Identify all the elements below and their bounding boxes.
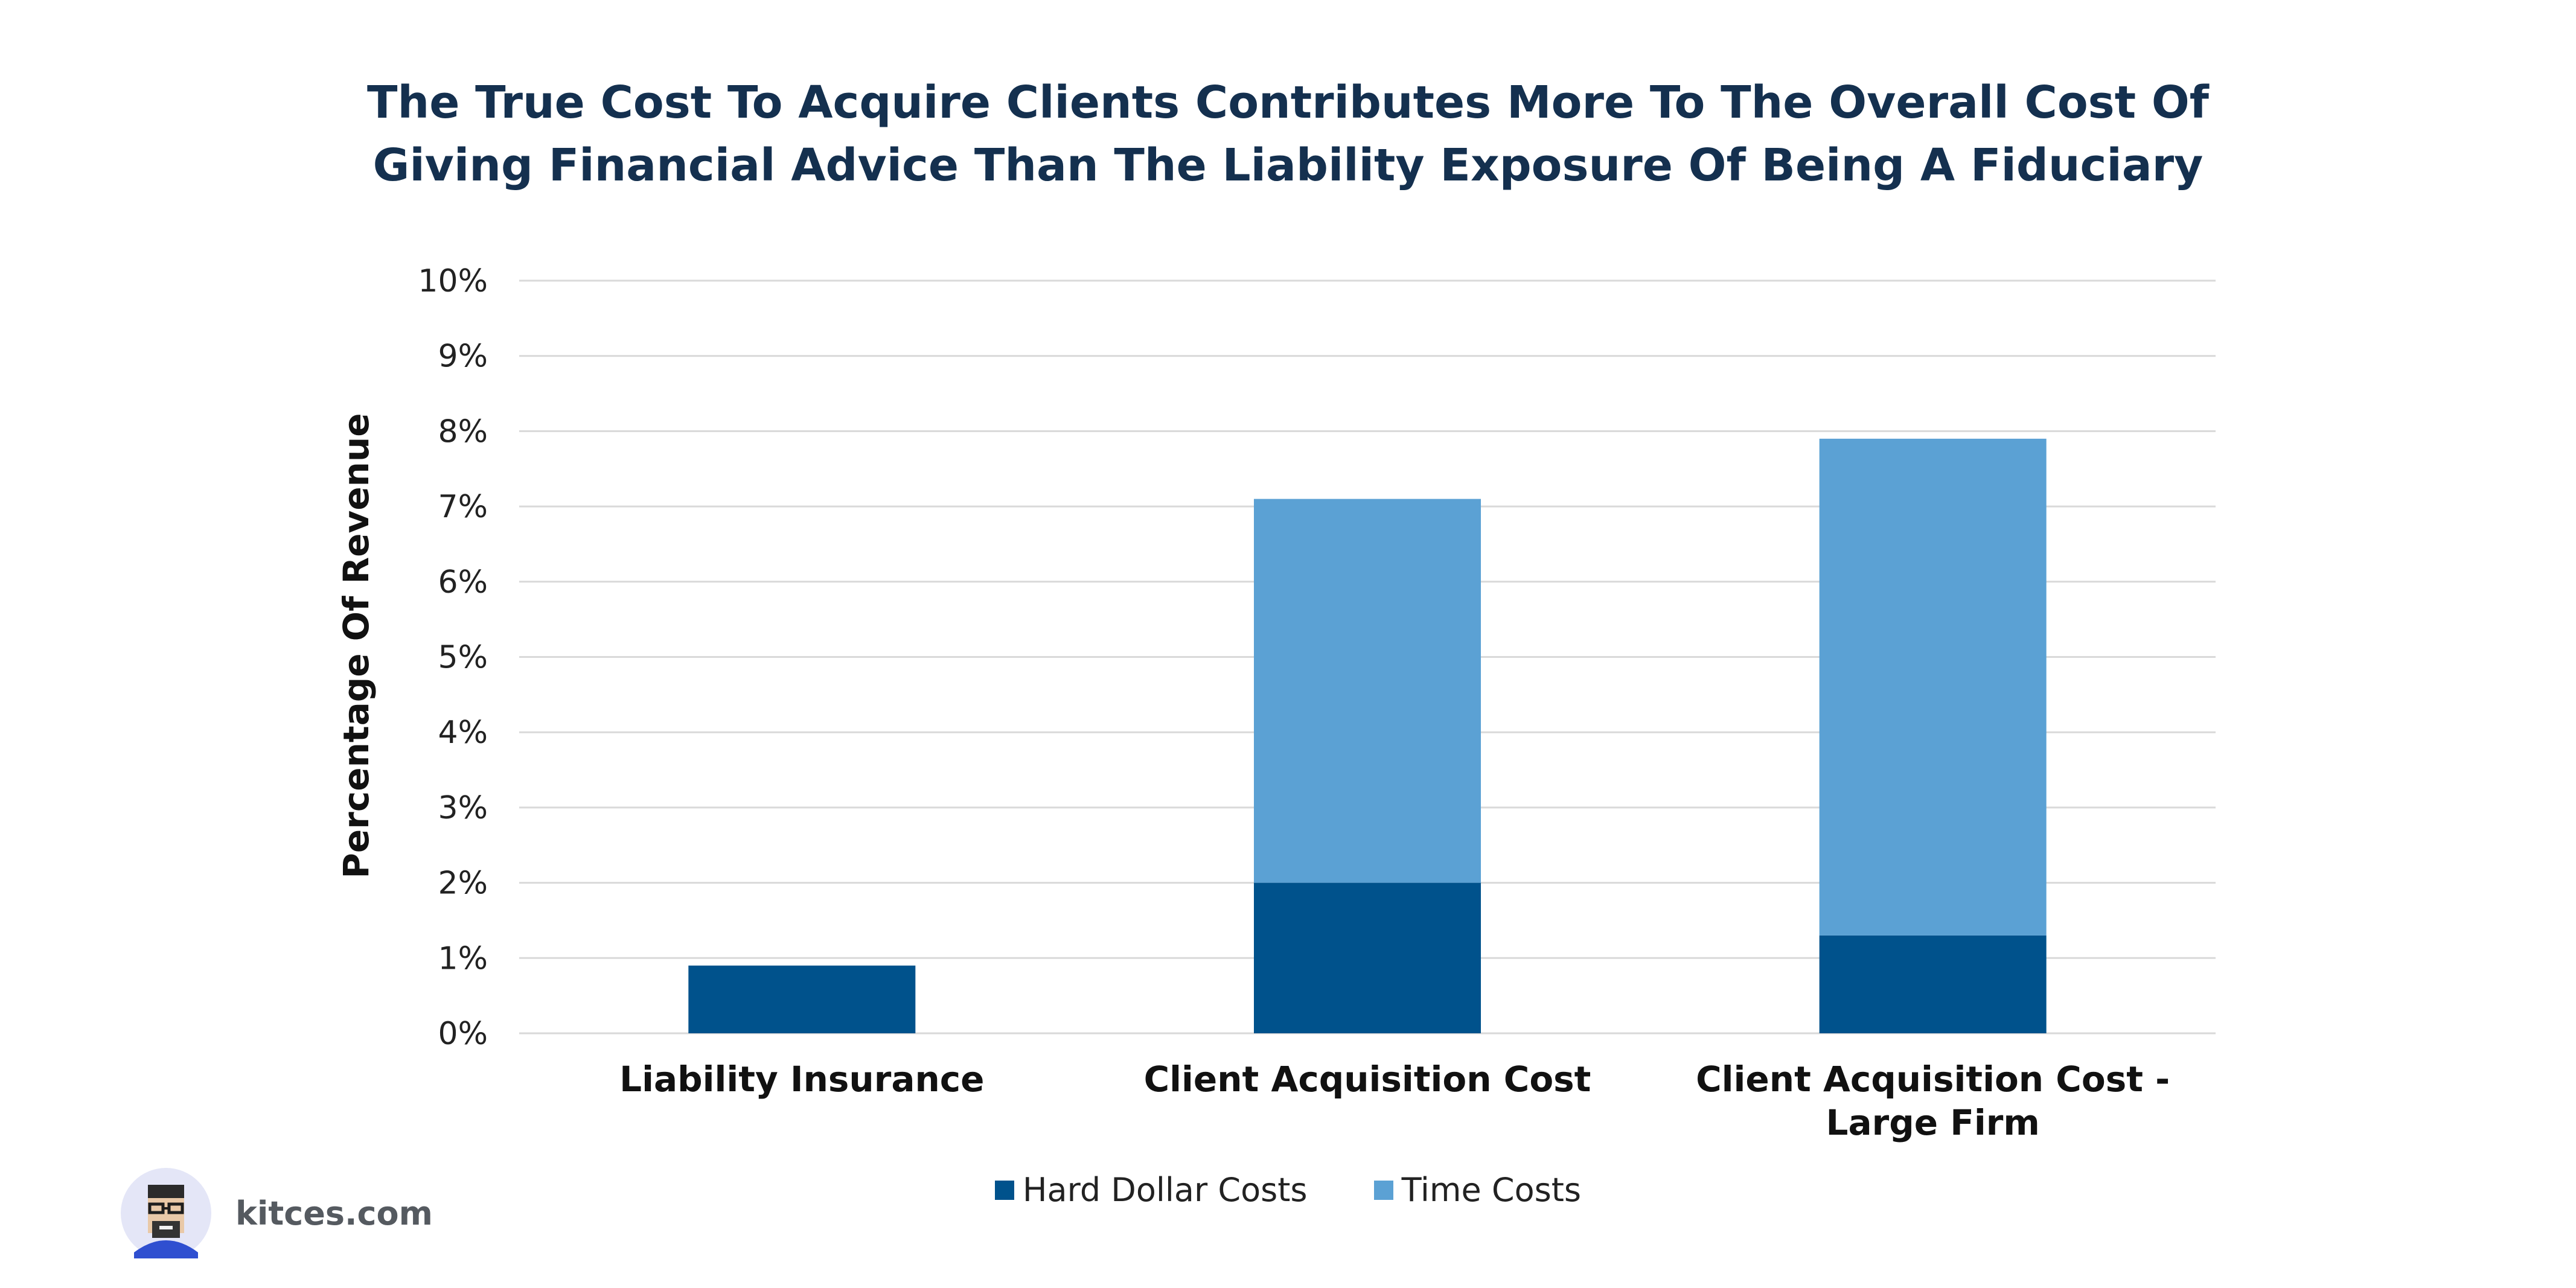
y-axis-title: Percentage Of Revenue [336,413,377,878]
avatar-icon [121,1168,211,1258]
bar-segment [1254,499,1481,883]
bar-segment [1254,882,1481,1033]
x-category-label: Client Acquisition Cost [1144,1059,1591,1100]
chart-title: The True Cost To Acquire Clients Contrib… [0,71,2576,197]
y-tick-label: 6% [438,564,488,601]
legend: Hard Dollar Costs Time Costs [0,1171,2576,1209]
bar-segment [1819,438,2047,936]
x-axis-categories: Liability Insurance Client Acquisition Co… [619,1059,2170,1143]
y-tick-label: 4% [438,715,488,751]
y-tick-label: 0% [438,1016,488,1052]
y-tick-label: 2% [438,866,488,902]
y-tick-label: 3% [438,790,488,826]
bar-segment [1819,935,2047,1033]
chart-title-line-1: The True Cost To Acquire Clients Contrib… [367,77,2209,129]
y-tick-label: 10% [418,263,488,299]
legend-item-time: Time Costs [1373,1171,1582,1209]
y-axis-ticks: 0% 1% 2% 3% 4% 5% 6% 7% 8% 9% 10% [418,263,488,1052]
chart-title-line-2: Giving Financial Advice Than The Liabili… [372,139,2204,191]
x-category-label: Liability Insurance [619,1059,984,1100]
y-tick-label: 1% [438,940,488,977]
legend-item-hard-dollar: Hard Dollar Costs [994,1171,1308,1209]
bar-segment [688,965,916,1033]
x-category-label: Client Acquisition Cost - [1696,1059,2170,1100]
brand: kitces.com [121,1168,433,1258]
legend-label-hard-dollar: Hard Dollar Costs [1022,1171,1308,1209]
y-tick-label: 8% [438,413,488,450]
y-tick-label: 7% [438,489,488,525]
y-tick-label: 9% [438,339,488,375]
bars [688,438,2047,1033]
legend-swatch-hard-dollar [994,1180,1014,1200]
x-category-label: Large Firm [1826,1102,2040,1143]
legend-swatch-time [1373,1180,1393,1200]
y-tick-label: 5% [438,640,488,676]
brand-name: kitces.com [235,1194,433,1232]
legend-label-time: Time Costs [1401,1171,1582,1209]
